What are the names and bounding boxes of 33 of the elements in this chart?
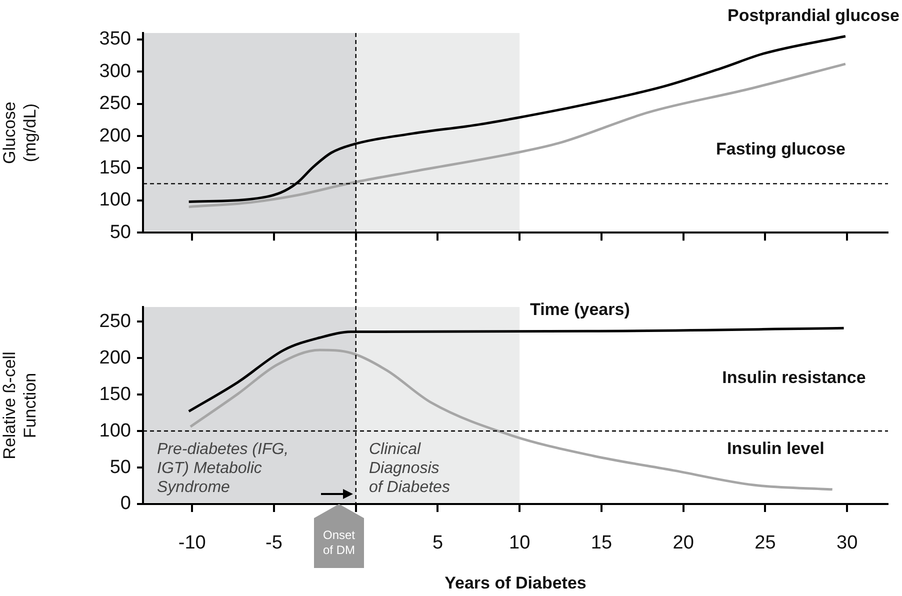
x-tick-label: 15 xyxy=(590,532,612,554)
x-tick-label: 5 xyxy=(432,532,444,554)
text: Fasting glucose xyxy=(716,140,846,159)
x-tick-label: -5 xyxy=(266,532,282,554)
y-tick-label: 0 xyxy=(120,493,131,514)
line-series xyxy=(188,62,847,208)
y-tick-label: 200 xyxy=(99,347,131,368)
y-tick-label: 250 xyxy=(99,310,131,332)
text: Insulin resistance xyxy=(722,368,866,387)
x-tick-label: 30 xyxy=(836,532,858,554)
y-tick-label: 50 xyxy=(110,456,131,478)
annotation: Time (years) xyxy=(530,300,631,319)
y-tick-label: 100 xyxy=(99,420,131,442)
y-tick-label: 50 xyxy=(110,222,131,243)
y-tick-label: 300 xyxy=(99,60,131,82)
x-axis-title: Years of Diabetes xyxy=(444,573,586,592)
y-axis-title: Glucose (mg/dL) xyxy=(0,102,40,164)
y-tick-label: 250 xyxy=(99,93,131,114)
x-tick-label: 20 xyxy=(672,532,694,554)
x-tick-label: 10 xyxy=(509,532,530,554)
y-tick-label: 150 xyxy=(99,384,131,405)
series-label: Postprandial glucose xyxy=(727,6,900,25)
annotation: Pre-diabetes (IFG, IGT) Metabolic Syndrome xyxy=(157,440,290,497)
annotation: Clinical Diagnosis of Diabetes xyxy=(369,440,451,497)
y-tick-label: 350 xyxy=(99,28,131,50)
series-label: Insulin level xyxy=(727,439,824,458)
y-tick-label: 150 xyxy=(99,157,131,178)
y-tick-label: 200 xyxy=(99,125,131,146)
x-tick-label: 25 xyxy=(754,532,776,554)
y-tick-label: 100 xyxy=(99,190,131,211)
x-tick-label: -10 xyxy=(178,532,206,554)
y-axis-title: Relative ß-cell Function xyxy=(0,352,40,460)
text: Onset of DM xyxy=(322,528,356,558)
